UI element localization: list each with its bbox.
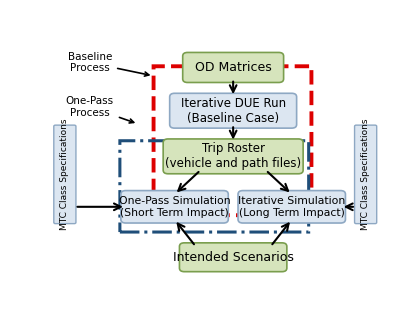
- FancyBboxPatch shape: [238, 191, 345, 223]
- Text: Baseline
Process: Baseline Process: [68, 52, 149, 76]
- FancyBboxPatch shape: [163, 139, 303, 174]
- Text: MTC Class Specifications: MTC Class Specifications: [361, 119, 370, 230]
- Text: Iterative Simulation
(Long Term Impact): Iterative Simulation (Long Term Impact): [238, 196, 345, 217]
- Text: One-Pass Simulation
(Short Term Impact): One-Pass Simulation (Short Term Impact): [119, 196, 231, 217]
- Text: Iterative DUE Run
(Baseline Case): Iterative DUE Run (Baseline Case): [181, 97, 286, 125]
- FancyBboxPatch shape: [179, 243, 287, 272]
- Text: Intended Scenarios: Intended Scenarios: [173, 251, 294, 264]
- FancyBboxPatch shape: [121, 191, 228, 223]
- Text: MTC Class Specifications: MTC Class Specifications: [60, 119, 69, 230]
- FancyBboxPatch shape: [54, 125, 76, 224]
- FancyBboxPatch shape: [170, 93, 297, 128]
- FancyBboxPatch shape: [183, 52, 284, 82]
- Text: Trip Roster
(vehicle and path files): Trip Roster (vehicle and path files): [165, 142, 301, 170]
- Text: OD Matrices: OD Matrices: [195, 61, 271, 74]
- Text: One-Pass
Process: One-Pass Process: [66, 96, 134, 123]
- FancyBboxPatch shape: [354, 125, 377, 224]
